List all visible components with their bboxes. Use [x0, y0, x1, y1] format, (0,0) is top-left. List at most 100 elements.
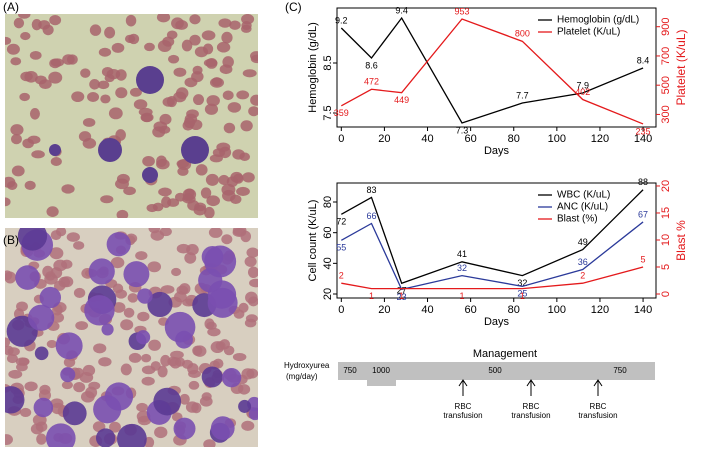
- red-cell: [162, 97, 175, 107]
- red-cell: [240, 24, 252, 33]
- red-cell: [89, 24, 102, 36]
- red-cell: [100, 94, 111, 104]
- red-cell: [49, 14, 62, 26]
- cells-a: [5, 14, 258, 218]
- value-label: 55: [336, 243, 346, 253]
- red-cell: [201, 392, 212, 401]
- red-cell: [189, 14, 201, 25]
- red-cell: [238, 302, 249, 313]
- red-cell: [216, 142, 231, 152]
- red-cell: [24, 180, 36, 191]
- red-cell: [240, 120, 253, 132]
- red-cell: [38, 20, 51, 30]
- red-cell: [80, 68, 91, 78]
- value-label: 2: [580, 271, 585, 281]
- transfusion-label: RBC: [455, 402, 472, 411]
- red-cell: [218, 174, 230, 186]
- blast-cell: [33, 397, 54, 418]
- value-label: 27: [397, 286, 407, 296]
- red-cell: [55, 228, 67, 237]
- blast-cell: [84, 295, 115, 326]
- y2-tick-label: 20: [660, 180, 672, 192]
- red-cell: [209, 154, 223, 163]
- red-cell: [73, 241, 85, 250]
- red-cell: [219, 64, 233, 75]
- value-label: 25: [517, 289, 527, 299]
- series-line: [341, 266, 644, 290]
- blast-cell: [101, 323, 114, 336]
- red-cell: [158, 125, 171, 134]
- y2-tick-label: 5: [660, 264, 672, 270]
- dose-label: 750: [613, 366, 627, 375]
- dose-bar: [338, 362, 655, 386]
- red-cell: [128, 352, 142, 363]
- y-axis-label: Cell count (K/uL): [307, 200, 319, 282]
- red-cell: [50, 398, 64, 408]
- red-cell: [18, 357, 30, 366]
- blast-cell: [153, 387, 182, 416]
- red-cell: [236, 90, 250, 100]
- red-cell: [116, 209, 129, 218]
- legend-label: Platelet (K/uL): [557, 27, 620, 38]
- blast-cell: [116, 423, 147, 447]
- x-tick-label: 40: [421, 133, 433, 145]
- red-cell: [135, 251, 148, 261]
- blast-cell: [164, 311, 196, 343]
- blast-cell: [173, 417, 196, 440]
- red-cell: [157, 365, 168, 378]
- red-cell: [133, 99, 148, 110]
- series-line: [340, 189, 644, 285]
- red-cell: [62, 54, 75, 65]
- value-label: 72: [336, 217, 346, 227]
- red-cell: [93, 343, 107, 354]
- value-label: 1: [520, 291, 525, 301]
- red-cell: [5, 337, 11, 348]
- red-cell: [201, 30, 216, 41]
- value-label: 8.6: [365, 60, 378, 70]
- value-label: 2: [339, 271, 344, 281]
- red-cell: [150, 361, 161, 371]
- red-cell: [245, 291, 258, 304]
- red-cell: [100, 195, 114, 204]
- blast-cell: [123, 261, 150, 288]
- red-cell: [5, 197, 11, 207]
- red-cell: [29, 50, 42, 60]
- blast-cell: [27, 304, 55, 331]
- blast-cell: [210, 416, 235, 440]
- plot-frame: [336, 182, 657, 299]
- red-cell: [49, 247, 64, 260]
- legend-label: WBC (K/uL): [557, 190, 610, 201]
- red-cell: [195, 164, 208, 176]
- red-cell: [20, 32, 31, 41]
- legend-label: ANC (K/uL): [557, 202, 608, 213]
- management: Management Hydroxyurea (mg/day) 750 1000…: [284, 348, 655, 420]
- red-cell: [184, 113, 198, 125]
- blast-cell: [98, 138, 122, 162]
- red-cell: [108, 107, 123, 120]
- red-cell: [173, 67, 187, 77]
- x-tick-label: 120: [591, 304, 609, 316]
- red-cell: [110, 256, 125, 269]
- panel-label: (B): [3, 233, 19, 247]
- red-cell: [158, 187, 172, 197]
- red-cell: [194, 46, 209, 58]
- red-cell: [171, 267, 182, 277]
- transfusion-label: RBC: [590, 402, 607, 411]
- value-label: 953: [454, 6, 469, 16]
- red-cell: [73, 382, 86, 393]
- red-cell: [242, 172, 255, 183]
- x-tick-label: 100: [548, 304, 566, 316]
- x-tick-label: 120: [591, 133, 609, 145]
- red-cell: [36, 433, 47, 445]
- value-label: 36: [578, 257, 588, 267]
- y2-axis-label: Platelet (K/uL): [674, 29, 688, 105]
- blast-cell: [60, 367, 76, 383]
- red-cell: [246, 368, 258, 379]
- red-cell: [189, 34, 201, 46]
- y-axis-label: Hemoglobin (g/dL): [307, 22, 319, 113]
- red-cell: [51, 312, 65, 323]
- red-cell: [87, 92, 100, 103]
- blast-cell: [34, 346, 49, 361]
- red-cell: [48, 71, 63, 84]
- drug-label: Hydroxyurea: [284, 361, 330, 370]
